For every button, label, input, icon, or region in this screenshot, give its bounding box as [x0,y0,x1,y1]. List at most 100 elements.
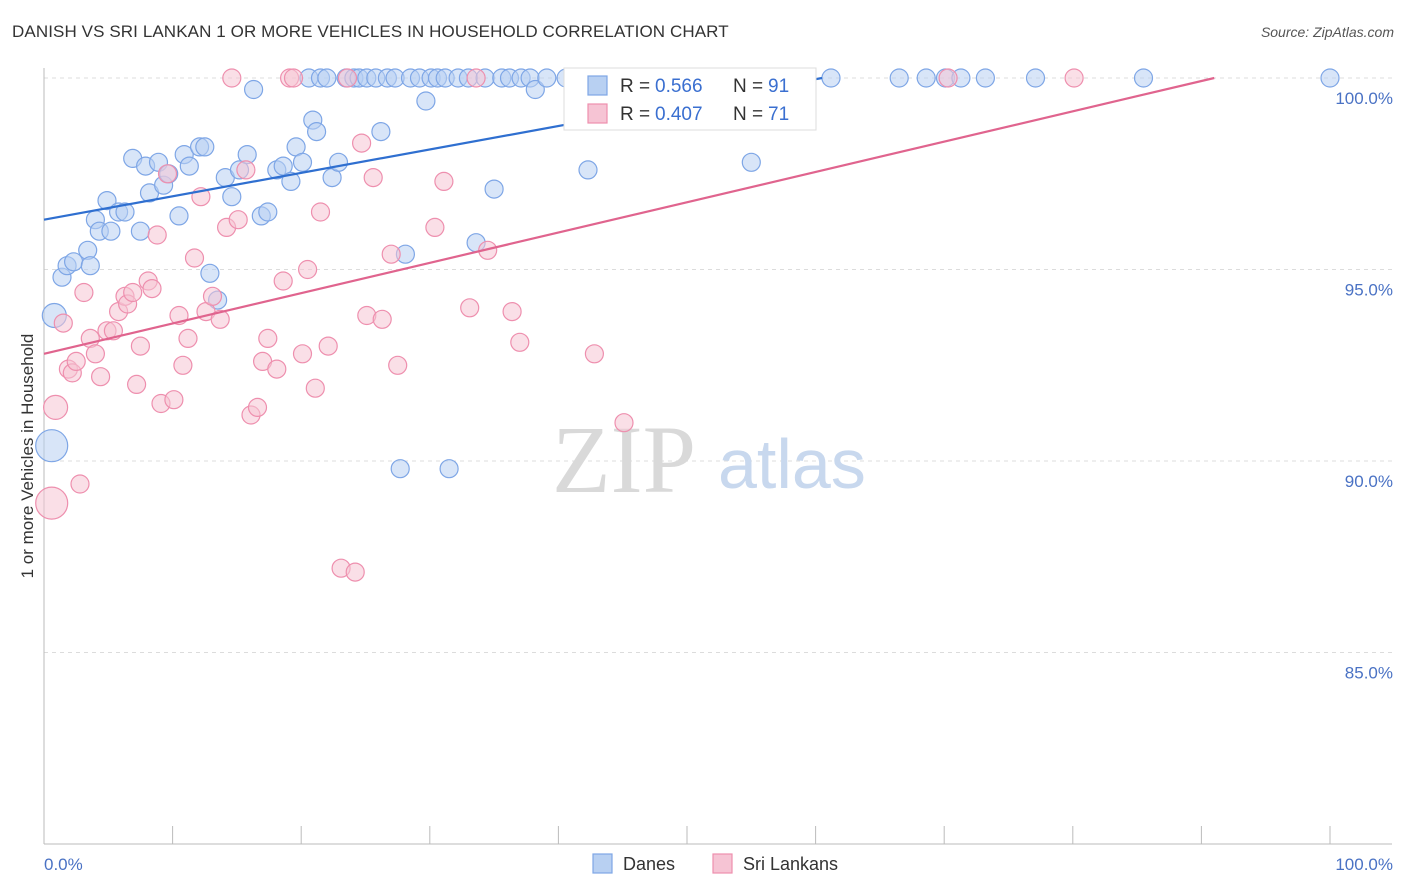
sri-lankans-point [74,282,94,303]
sri-lankans-point [85,344,106,364]
x-tick-label-right: 100.0% [1335,855,1393,874]
danes-point [821,68,841,88]
sri-lankans-point [510,332,530,352]
y-tick-label: 85.0% [1345,664,1393,683]
danes-point [1320,68,1340,88]
bottom-legend-label: Danes [623,854,675,874]
source-label: Source: ZipAtlas.com [1260,24,1394,40]
danes-point [35,429,69,463]
watermark: ZIP atlas [552,406,866,513]
sri-lankans-point [70,474,90,494]
legend-r-label: R = [620,76,650,97]
danes-point [317,68,337,88]
sri-lankans-point [434,171,454,191]
legend-box: R = 0.566 N = 91 R = 0.407 N = 71 [563,67,817,131]
legend-r-value: 0.566 [655,76,703,97]
sri-lankans-point [258,328,278,348]
bottom-legend-label: Sri Lankans [743,854,838,874]
danes-point [115,202,135,222]
danes-point [537,68,557,88]
sri-lankans-point [178,328,198,348]
sri-lankans-point [202,286,223,306]
danes-point [975,68,996,88]
legend-n-label: N = [733,76,763,97]
legend-n-value: 71 [768,104,789,125]
sri-lankans-point [460,298,480,318]
sri-lankans-point [147,225,167,245]
chart-title: DANISH VS SRI LANKAN 1 OR MORE VEHICLES … [12,22,729,41]
sri-lankans-point [142,279,162,299]
sri-lankans-point [222,68,242,88]
legend-swatch [587,103,608,124]
watermark-atlas: atlas [718,425,866,503]
danes-point [916,68,936,88]
sri-lankans-point [90,367,111,387]
danes-point [578,160,598,180]
danes-point [80,256,100,276]
legend-r-value: 0.407 [655,104,703,125]
danes-point [244,79,264,100]
danes-point [1025,68,1046,88]
y-axis-label-group: 1 or more Vehicles in Household [18,334,37,579]
danes-point [101,221,121,241]
sri-lankans-point [298,259,318,280]
sri-lankans-point [318,336,338,356]
sri-lankans-point [157,164,178,184]
danes-point [200,263,220,283]
sri-lankans-point [66,351,86,371]
sri-lankans-point [614,413,634,433]
danes-point [130,221,150,241]
danes-point [307,122,327,142]
sri-lankans-point [363,168,383,188]
sri-lankans-point [273,271,293,291]
sri-lankans-point [42,394,69,420]
y-tick-label: 90.0% [1345,472,1393,491]
x-tick-labels: 0.0% 100.0% [44,855,1393,874]
sri-lankans-point [584,344,605,364]
sri-lankans-point [184,248,205,268]
sri-lankans-point [283,68,304,88]
danes-point [439,459,459,479]
sri-lankans-point [938,68,958,88]
y-tick-labels: 100.0% 95.0% 90.0% 85.0% [1335,89,1393,683]
y-axis-label: 1 or more Vehicles in Household [18,334,37,579]
sri-lankans-point [1064,68,1084,88]
sri-lankans-point [127,374,147,394]
legend-n-value: 91 [768,76,789,97]
danes-point [525,79,545,100]
danes-point [371,122,391,142]
danes-point [328,152,349,172]
danes-point [179,156,199,176]
danes-point [281,171,301,191]
y-tick-label: 95.0% [1345,281,1393,300]
danes-point [484,179,504,199]
sri-lankans-point [425,217,445,237]
sri-lankans-point [228,210,248,230]
legend-swatch [587,75,608,96]
legend-n-label: N = [733,104,763,125]
danes-point [97,191,117,211]
sri-lankans-point [210,309,230,329]
sri-lankans-point [388,355,408,375]
sri-lankans-point [53,313,73,333]
danes-point [222,187,242,207]
sri-lankans-point [381,244,401,264]
sri-lankans-point [236,160,256,180]
sri-lankans-point [164,390,184,410]
danes-point [741,152,761,172]
bottom-legend: Danes Sri Lankans [592,853,838,874]
sri-lankans-trend-line [43,76,1215,355]
y-tick-label: 100.0% [1335,89,1393,108]
sri-lankans-point [305,378,325,398]
bottom-legend-swatch [712,853,733,874]
bottom-legend-swatch [592,853,613,874]
danes-point [889,68,909,88]
sri-lankans-point [292,344,313,364]
sri-lankans-point [337,68,358,88]
danes-point [416,91,436,111]
sri-lankans-point [310,202,331,222]
legend-r-label: R = [620,104,650,125]
sri-lankans-point [345,562,365,582]
danes-point [258,202,278,222]
